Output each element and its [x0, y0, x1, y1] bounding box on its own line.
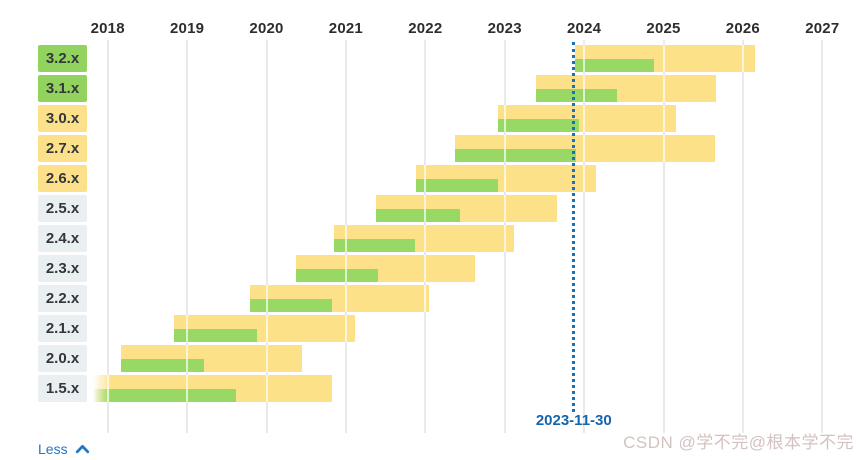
gridline-bar-gap [265, 345, 268, 372]
gridline [186, 40, 189, 433]
gridline-bar-gap [503, 135, 506, 162]
gridline-bar-gap [503, 105, 506, 132]
gridline-bar-gap [583, 165, 586, 192]
eol-marker-line [572, 42, 576, 412]
active-bar [121, 359, 204, 372]
gridline-bar-gap [186, 345, 189, 372]
version-badge: 2.1.x [38, 315, 87, 342]
version-badge: 2.4.x [38, 225, 87, 252]
gridline-bar-gap [186, 315, 189, 342]
gridline [583, 40, 586, 433]
version-badge: 3.1.x [38, 75, 87, 102]
version-badge: 3.2.x [38, 45, 87, 72]
gridline-bar-gap [424, 165, 427, 192]
gridline-bar-gap [186, 375, 189, 402]
gridline-bar-gap [503, 225, 506, 252]
year-label: 2021 [328, 20, 363, 37]
year-label: 2025 [646, 20, 681, 37]
version-badge: 2.6.x [38, 165, 87, 192]
year-label: 2026 [725, 20, 760, 37]
gridline [741, 40, 744, 433]
active-bar [415, 179, 498, 192]
version-badge: 3.0.x [38, 105, 87, 132]
gridline-bar-gap [662, 75, 665, 102]
chevron-up-icon [75, 444, 90, 454]
version-badge: 2.7.x [38, 135, 87, 162]
gridline-bar-gap [662, 45, 665, 72]
gridline-bar-gap [741, 45, 744, 72]
gridline [106, 40, 109, 433]
eol-marker-date: 2023-11-30 [535, 412, 612, 429]
year-label: 2019 [170, 20, 205, 37]
year-label: 2022 [408, 20, 443, 37]
less-label: Less [38, 441, 68, 457]
gridline-bar-gap [662, 135, 665, 162]
active-bar [249, 299, 332, 312]
active-bar [376, 209, 461, 222]
active-bar [455, 149, 577, 162]
active-bar [295, 269, 379, 282]
active-bar [93, 389, 236, 402]
version-badge: 2.5.x [38, 195, 87, 222]
gridline-bar-gap [583, 75, 586, 102]
gridline-bar-gap [583, 135, 586, 162]
gridline-bar-gap [424, 255, 427, 282]
gridline-bar-gap [344, 225, 347, 252]
gridline [265, 40, 268, 433]
gridline [821, 40, 824, 433]
gridline-bar-gap [344, 315, 347, 342]
gridline-bar-gap [503, 165, 506, 192]
gridline-bar-gap [265, 375, 268, 402]
gridline-bar-gap [344, 285, 347, 312]
active-bar [333, 239, 415, 252]
gridline-bar-gap [424, 225, 427, 252]
active-bar [536, 89, 618, 102]
gridline-bar-gap [503, 195, 506, 222]
year-label: 2023 [487, 20, 522, 37]
less-button[interactable]: Less [38, 441, 90, 457]
version-badge: 2.0.x [38, 345, 87, 372]
gridline-bar-gap [106, 375, 109, 402]
version-badge: 2.3.x [38, 255, 87, 282]
version-badge: 2.2.x [38, 285, 87, 312]
gridline-bar-gap [583, 45, 586, 72]
gridline-bar-gap [424, 285, 427, 312]
version-badge: 1.5.x [38, 375, 87, 402]
year-label: 2018 [90, 20, 125, 37]
gridline-bar-gap [265, 315, 268, 342]
gridline-bar-gap [662, 105, 665, 132]
active-bar [574, 59, 654, 72]
gridline-bar-gap [583, 105, 586, 132]
watermark: CSDN @学不完@根本学不完 [623, 433, 854, 452]
year-label: 2027 [805, 20, 840, 37]
gridline-bar-gap [344, 255, 347, 282]
gridline-bar-gap [265, 285, 268, 312]
gridline-bar-gap [424, 195, 427, 222]
gridline [662, 40, 665, 433]
year-label: 2020 [249, 20, 284, 37]
year-label: 2024 [567, 20, 602, 37]
active-bar [173, 329, 257, 342]
active-bar [497, 119, 579, 132]
